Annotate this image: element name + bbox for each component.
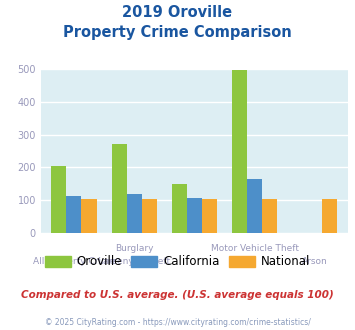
Bar [111,145,127,233]
Bar [247,179,262,233]
Bar [262,199,277,233]
Bar [66,196,81,233]
Bar [187,198,202,233]
Text: Larceny & Theft: Larceny & Theft [98,257,170,266]
Bar [172,183,187,233]
Text: Property Crime Comparison: Property Crime Comparison [63,25,292,40]
Text: Motor Vehicle Theft: Motor Vehicle Theft [211,244,299,253]
Legend: Oroville, California, National: Oroville, California, National [40,250,315,273]
Text: Burglary: Burglary [115,244,153,253]
Bar [232,70,247,233]
Text: Arson: Arson [302,257,328,266]
Text: Compared to U.S. average. (U.S. average equals 100): Compared to U.S. average. (U.S. average … [21,290,334,300]
Bar [127,194,142,233]
Text: 2019 Oroville: 2019 Oroville [122,5,233,20]
Text: © 2025 CityRating.com - https://www.cityrating.com/crime-statistics/: © 2025 CityRating.com - https://www.city… [45,318,310,327]
Bar [81,199,97,233]
Bar [322,199,337,233]
Text: All Property Crime: All Property Crime [33,257,115,266]
Bar [142,199,157,233]
Bar [51,166,66,233]
Bar [202,199,217,233]
